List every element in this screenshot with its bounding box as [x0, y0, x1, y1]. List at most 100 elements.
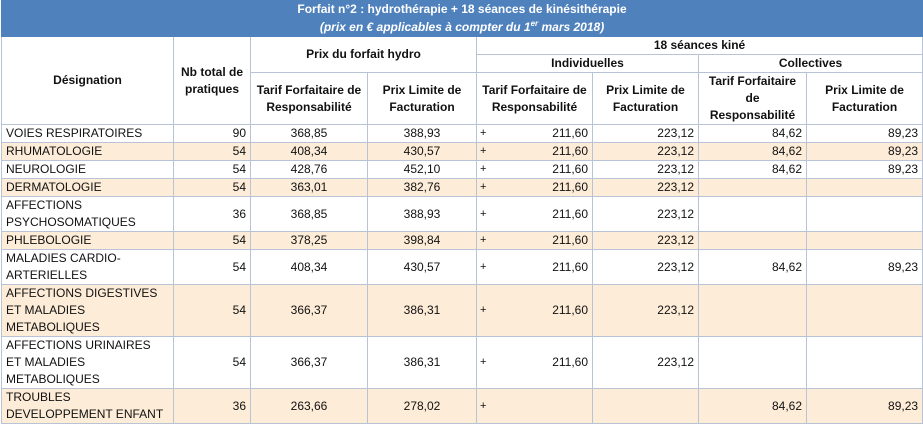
row-plus-sign: +: [476, 196, 489, 232]
row-col-plf: [805, 336, 923, 389]
row-hydro-tfr: 368,85: [250, 124, 368, 143]
row-designation: AFFECTIONS URINAIRES ET MALADIES METABOL…: [1, 336, 174, 389]
row-ind-plf: 223,12: [592, 336, 699, 389]
header-row-1: Désignation Nb total de pratiques Prix d…: [1, 36, 923, 125]
row-col-tfr: 84,62: [698, 160, 807, 179]
table-row: AFFECTIONS DIGESTIVES ET MALADIES METABO…: [1, 284, 923, 337]
row-hydro-plf: 382,76: [367, 178, 477, 197]
row-nb-total: 90: [173, 124, 251, 143]
table-row: RHUMATOLOGIE 54 408,34 430,57 +211,60 223,12 8…: [1, 142, 923, 161]
row-col-tfr: [698, 178, 807, 197]
row-col-tfr: 84,62: [698, 388, 807, 424]
row-ind-tfr: 211,60: [488, 178, 593, 197]
row-ind-tfr: 211,60: [488, 142, 593, 161]
row-col-tfr: [698, 231, 807, 250]
table-title: Forfait n°2 : hydrothérapie + 18 séances…: [0, 0, 923, 19]
row-nb-total: 54: [173, 142, 251, 161]
row-col-plf: [805, 231, 923, 250]
row-hydro-tfr: 408,34: [250, 249, 368, 285]
row-ind-tfr: 211,60: [488, 336, 593, 389]
row-nb-total: 36: [173, 388, 251, 424]
row-plus-sign: +: [476, 388, 489, 424]
row-col-plf: [805, 178, 923, 197]
row-ind-tfr: 211,60: [488, 231, 593, 250]
row-ind-tfr: 211,60: [488, 124, 593, 143]
row-col-tfr: [698, 196, 807, 232]
row-nb-total: 54: [173, 284, 251, 337]
row-ind-plf: 223,12: [592, 124, 699, 143]
row-designation: NEUROLOGIE: [1, 160, 174, 179]
row-ind-tfr: 211,60: [488, 249, 593, 285]
row-designation: MALADIES CARDIO-ARTERIELLES: [1, 249, 174, 285]
table-row: TROUBLES DEVELOPPEMENT ENFANT 36 263,66 278…: [1, 388, 923, 424]
row-ind-plf: 223,12: [592, 142, 699, 161]
row-hydro-plf: 388,93: [367, 196, 477, 232]
row-col-plf: 89,23: [805, 388, 923, 424]
table-body: VOIES RESPIRATOIRES 90 368,85 388,93 +211,60…: [1, 124, 923, 424]
row-col-plf: 89,23: [805, 124, 923, 143]
row-hydro-tfr: 366,37: [250, 284, 368, 337]
table-row: AFFECTIONS URINAIRES ET MALADIES METABOL…: [1, 336, 923, 389]
table-row: MALADIES CARDIO-ARTERIELLES 54 408,34 430,5…: [1, 249, 923, 285]
row-designation: PHLEBOLOGIE: [1, 231, 174, 250]
header-prix-forfait-hydro: Prix du forfait hydro: [250, 36, 477, 73]
row-hydro-plf: 278,02: [367, 388, 477, 424]
row-designation: RHUMATOLOGIE: [1, 142, 174, 161]
row-hydro-tfr: 408,34: [250, 142, 368, 161]
row-hydro-plf: 430,57: [367, 249, 477, 285]
row-nb-total: 54: [173, 178, 251, 197]
row-ind-plf: 223,12: [592, 231, 699, 250]
table-row: DERMATOLOGIE 54 363,01 382,76 +211,60 223,12: [1, 178, 923, 197]
row-hydro-tfr: 366,37: [250, 336, 368, 389]
header-designation: Désignation: [1, 36, 174, 125]
row-col-plf: 89,23: [805, 160, 923, 179]
row-ind-plf: [592, 388, 699, 424]
row-hydro-tfr: 368,85: [250, 196, 368, 232]
row-col-plf: [805, 284, 923, 337]
row-plus-sign: +: [476, 284, 489, 337]
row-ind-tfr: 211,60: [488, 284, 593, 337]
row-col-tfr: 84,62: [698, 142, 807, 161]
header-ind-tfr: Tarif Forfaitaire de Responsabilité: [476, 72, 593, 125]
table-row: NEUROLOGIE 54 428,76 452,10 +211,60 223,12 84,…: [1, 160, 923, 179]
row-ind-plf: 223,12: [592, 160, 699, 179]
row-col-plf: 89,23: [805, 142, 923, 161]
row-col-plf: [805, 196, 923, 232]
row-plus-sign: +: [476, 160, 489, 179]
row-hydro-plf: 386,31: [367, 336, 477, 389]
row-ind-plf: 223,12: [592, 178, 699, 197]
row-hydro-plf: 398,84: [367, 231, 477, 250]
row-designation: TROUBLES DEVELOPPEMENT ENFANT: [1, 388, 174, 424]
row-col-plf: 89,23: [805, 249, 923, 285]
row-ind-tfr: 211,60: [488, 196, 593, 232]
header-seances-kine: 18 séances kiné: [475, 36, 923, 55]
header-row-2: Individuelles Collectives: [2, 54, 923, 73]
header-col-plf: Prix Limite de Facturation: [805, 72, 923, 125]
row-designation: VOIES RESPIRATOIRES: [1, 124, 174, 143]
row-hydro-tfr: 363,01: [250, 178, 368, 197]
row-hydro-plf: 388,93: [367, 124, 477, 143]
row-nb-total: 54: [173, 336, 251, 389]
row-ind-plf: 223,12: [592, 196, 699, 232]
row-plus-sign: +: [476, 124, 489, 143]
row-nb-total: 54: [173, 231, 251, 250]
header-collectives: Collectives: [697, 54, 923, 73]
header-nb-total: Nb total de pratiques: [173, 36, 251, 125]
header-row-3: Tarif Forfaitaire de Responsabilité Prix…: [2, 72, 923, 125]
row-ind-plf: 223,12: [592, 249, 699, 285]
row-plus-sign: +: [476, 249, 489, 285]
row-plus-sign: +: [476, 178, 489, 197]
row-hydro-tfr: 378,25: [250, 231, 368, 250]
header-hydro-plf: Prix Limite de Facturation: [367, 72, 477, 125]
row-designation: AFFECTIONS PSYCHOSOMATIQUES: [1, 196, 174, 232]
row-hydro-plf: 430,57: [367, 142, 477, 161]
header-ind-plf: Prix Limite de Facturation: [592, 72, 699, 125]
row-nb-total: 54: [173, 160, 251, 179]
row-designation: AFFECTIONS DIGESTIVES ET MALADIES METABO…: [1, 284, 174, 337]
header-col-tfr: Tarif Forfaitaire de Responsabilité: [698, 72, 807, 125]
row-hydro-plf: 452,10: [367, 160, 477, 179]
row-plus-sign: +: [476, 231, 489, 250]
row-hydro-tfr: 428,76: [250, 160, 368, 179]
row-plus-sign: +: [476, 142, 489, 161]
table-row: VOIES RESPIRATOIRES 90 368,85 388,93 +211,60…: [1, 124, 923, 143]
